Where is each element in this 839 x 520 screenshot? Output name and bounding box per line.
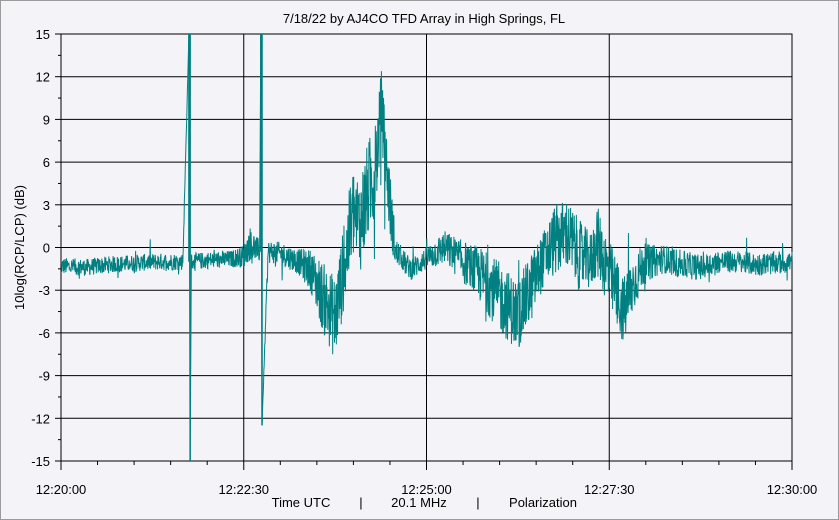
x-axis-label-time: Time UTC [272,495,331,510]
x-axis-label-mode: Polarization [509,495,577,510]
series-layer [60,33,793,462]
y-tick-label: -6 [38,326,50,341]
x-axis-label-sep-2: | [476,495,479,510]
x-axis-label-frequency: 20.1 MHz [391,495,447,510]
y-tick-label: 9 [43,112,50,127]
y-axis-label: 10log(RCP/LCP) (dB) [12,185,27,310]
x-tick-label: 12:20:00 [36,482,87,497]
y-tick-label: 3 [43,198,50,213]
x-axis-label-sep-1: | [359,495,362,510]
x-tick-label: 12:22:30 [218,482,269,497]
y-tick-label: -9 [38,369,50,384]
y-tick-label: -12 [31,411,50,426]
x-tick-label: 12:27:30 [584,482,635,497]
y-tick-label: -3 [38,283,50,298]
x-tick-label: 12:30:00 [767,482,818,497]
y-tick-label: 12 [36,70,50,85]
x-tick-label: 12:25:00 [401,482,452,497]
y-tick-label: -15 [31,454,50,469]
y-tick-label: 6 [43,155,50,170]
chart-title: 7/18/22 by AJ4CO TFD Array in High Sprin… [283,11,565,26]
series-line [60,33,793,462]
y-tick-labels: 15 12 9 6 3 0 -3 -6 -9 -12 -15 [31,27,50,469]
y-tick-label: 0 [43,241,50,256]
x-axis-ticks [60,461,793,470]
x-tick-labels: 12:20:00 12:22:30 12:25:00 12:27:30 12:30:00 [36,482,818,497]
y-axis-ticks [55,33,61,462]
y-tick-label: 15 [36,27,50,42]
